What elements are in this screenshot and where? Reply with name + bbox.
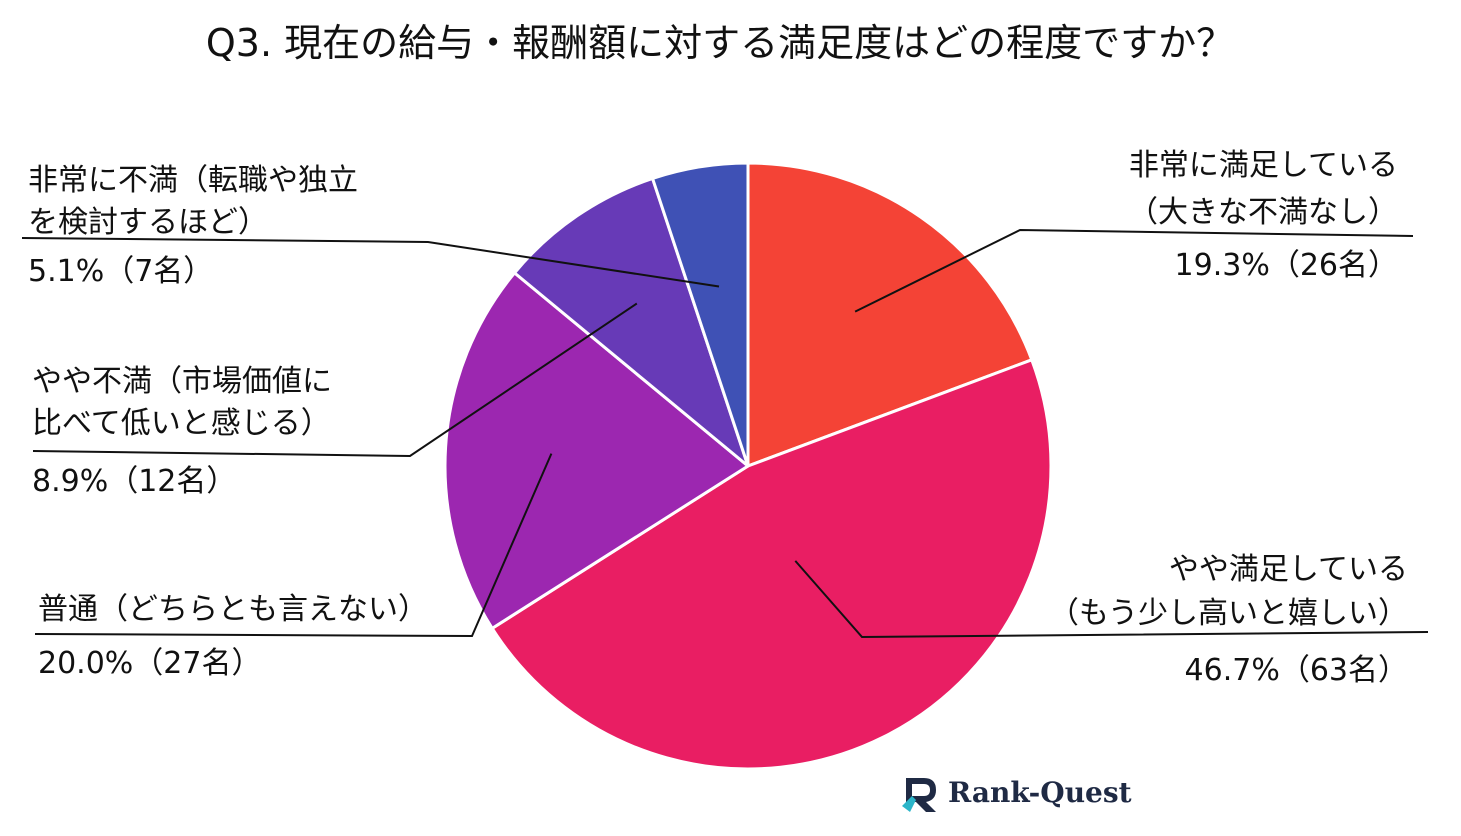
slice-value-label: 20.0%（27名） [38, 646, 261, 681]
pie-slice [490, 358, 1053, 771]
slice-labels: 非常に満足している （大きな不満なし） 19.3%（26名） やや満足している （もう少… [28, 148, 1408, 688]
rank-quest-logo-icon [902, 778, 936, 812]
leader-line [21, 237, 720, 288]
pie-slices [443, 161, 1053, 771]
slice-category-label: 非常に不満（転職や独立 [28, 163, 358, 198]
leader-line [32, 302, 638, 458]
slice-value-label: 19.3%（26名） [1175, 248, 1398, 283]
slice-category-label: 普通（どちらとも言えない） [38, 592, 428, 627]
rank-quest-logo: Rank-Quest [902, 776, 1132, 812]
leader-line [34, 453, 553, 638]
slice-category-label: 非常に満足している [1129, 148, 1398, 183]
slice-category-label: やや満足している [1169, 552, 1408, 587]
logo-wordmark: Rank-Quest [948, 776, 1132, 809]
slice-category-label: を検討するほど） [28, 205, 268, 240]
slice-category-label: やや不満（市場価値に [32, 364, 332, 399]
slice-category-label: （もう少し高いと嬉しい） [1049, 596, 1408, 631]
leader-line [854, 228, 1414, 313]
pie-slice [651, 161, 750, 468]
slice-category-label: （大きな不満なし） [1128, 195, 1398, 230]
pie-slice [443, 271, 750, 630]
slice-value-label: 8.9%（12名） [32, 464, 236, 499]
slice-value-label: 5.1%（7名） [28, 254, 213, 289]
pie-slice [746, 161, 1034, 468]
leader-lines [21, 228, 1429, 639]
slice-category-label: 比べて低いと感じる） [32, 406, 331, 441]
slice-value-label: 46.7%（63名） [1185, 653, 1408, 688]
pie-slice [513, 176, 750, 468]
leader-line [794, 560, 1429, 639]
chart-title: Q3. 現在の給与・報酬額に対する満足度はどの程度ですか？ [206, 21, 1234, 65]
